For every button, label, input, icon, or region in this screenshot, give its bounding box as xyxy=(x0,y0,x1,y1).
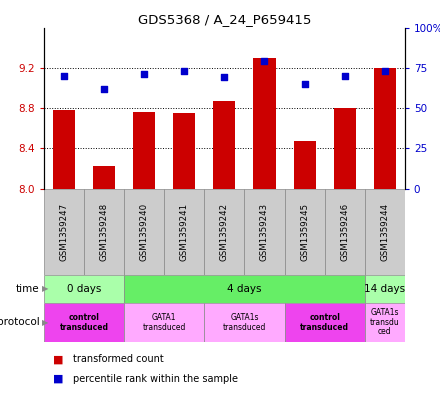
Bar xyxy=(93,167,115,189)
Bar xyxy=(365,275,405,303)
Point xyxy=(181,68,188,74)
Bar xyxy=(124,275,365,303)
Text: GSM1359240: GSM1359240 xyxy=(140,203,149,261)
Bar xyxy=(44,189,84,275)
Bar xyxy=(44,303,124,342)
Bar xyxy=(133,112,155,189)
Bar xyxy=(285,189,325,275)
Point xyxy=(301,81,308,87)
Bar xyxy=(164,189,204,275)
Bar xyxy=(293,141,315,189)
Text: ■: ■ xyxy=(53,374,63,384)
Text: protocol: protocol xyxy=(0,317,40,327)
Text: GSM1359245: GSM1359245 xyxy=(300,203,309,261)
Text: GSM1359242: GSM1359242 xyxy=(220,203,229,261)
Text: GATA1s
transdu
ced: GATA1s transdu ced xyxy=(370,308,400,336)
Point xyxy=(141,71,148,77)
Point xyxy=(61,73,68,79)
Text: transformed count: transformed count xyxy=(73,354,163,364)
Text: GSM1359241: GSM1359241 xyxy=(180,203,189,261)
Text: time: time xyxy=(16,284,40,294)
Text: ▶: ▶ xyxy=(42,318,48,327)
Bar xyxy=(245,189,285,275)
Bar xyxy=(53,110,75,189)
Bar xyxy=(124,189,164,275)
Bar xyxy=(374,68,396,189)
Text: GSM1359246: GSM1359246 xyxy=(340,203,349,261)
Text: 4 days: 4 days xyxy=(227,284,262,294)
Text: 14 days: 14 days xyxy=(364,284,405,294)
Text: GSM1359243: GSM1359243 xyxy=(260,203,269,261)
Text: GSM1359247: GSM1359247 xyxy=(59,203,69,261)
Bar xyxy=(325,189,365,275)
Bar xyxy=(285,303,365,342)
Text: control
transduced: control transduced xyxy=(59,313,109,332)
Bar xyxy=(84,189,124,275)
Text: ▶: ▶ xyxy=(42,285,48,293)
Text: GSM1359248: GSM1359248 xyxy=(99,203,109,261)
Text: GATA1s
transduced: GATA1s transduced xyxy=(223,313,266,332)
Bar xyxy=(204,189,245,275)
Text: ■: ■ xyxy=(53,354,63,364)
Text: percentile rank within the sample: percentile rank within the sample xyxy=(73,374,238,384)
Text: GATA1
transduced: GATA1 transduced xyxy=(143,313,186,332)
Text: control
transduced: control transduced xyxy=(300,313,349,332)
Title: GDS5368 / A_24_P659415: GDS5368 / A_24_P659415 xyxy=(138,13,311,26)
Bar xyxy=(253,58,275,189)
Bar xyxy=(204,303,285,342)
Text: 0 days: 0 days xyxy=(67,284,101,294)
Bar xyxy=(173,113,195,189)
Bar xyxy=(365,303,405,342)
Text: GSM1359244: GSM1359244 xyxy=(380,203,389,261)
Bar xyxy=(334,108,356,189)
Bar xyxy=(44,275,124,303)
Bar xyxy=(213,101,235,189)
Point xyxy=(101,86,108,92)
Bar xyxy=(365,189,405,275)
Bar xyxy=(124,303,204,342)
Point xyxy=(341,73,348,79)
Point xyxy=(261,58,268,64)
Point xyxy=(221,74,228,81)
Point xyxy=(381,68,388,74)
